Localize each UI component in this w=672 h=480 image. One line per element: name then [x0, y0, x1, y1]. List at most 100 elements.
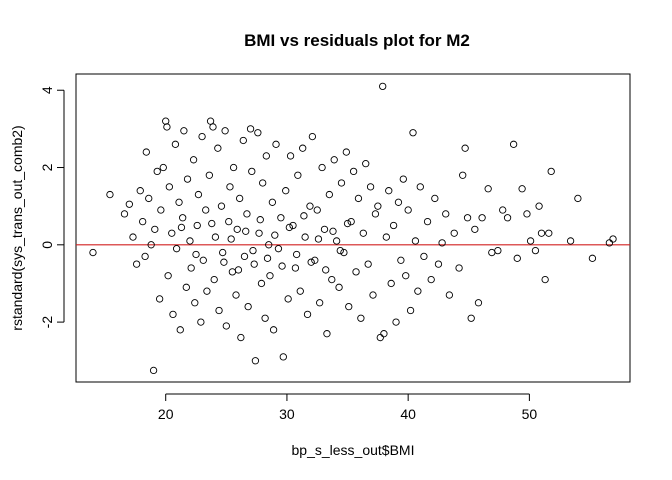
data-point-141: [420, 252, 428, 261]
data-point-194: [307, 258, 315, 266]
data-points: [89, 82, 617, 375]
data-point-36: [193, 221, 201, 230]
data-point-172: [545, 229, 553, 237]
data-point-116: [359, 229, 367, 237]
data-point-129: [389, 221, 398, 230]
data-point-60: [236, 194, 244, 203]
data-point-139: [414, 287, 422, 295]
data-point-35: [191, 299, 199, 307]
data-point-9: [142, 148, 150, 156]
data-point-150: [455, 264, 463, 272]
data-point-31: [183, 175, 192, 183]
data-point-123: [376, 333, 384, 342]
data-point-24: [171, 140, 180, 148]
data-point-14: [153, 167, 161, 176]
data-point-184: [234, 266, 243, 274]
y-axis: -2 0 2 4: [39, 86, 65, 328]
data-point-128: [387, 279, 395, 288]
data-point-90: [296, 287, 304, 295]
data-point-70: [254, 129, 262, 137]
data-point-101: [323, 330, 331, 338]
data-point-173: [547, 167, 555, 176]
data-point-34: [189, 156, 198, 164]
data-point-7: [139, 217, 147, 226]
data-point-64: [243, 210, 251, 218]
data-point-191: [285, 223, 294, 232]
data-point-45: [209, 123, 217, 131]
data-point-80: [272, 140, 280, 148]
data-point-163: [509, 140, 518, 148]
data-point-136: [406, 306, 415, 315]
y-tick-label-2: 2: [39, 163, 55, 171]
y-axis-label: rstandard(sys_trans_out_comb2): [9, 125, 25, 330]
data-point-176: [588, 254, 597, 262]
data-point-106: [335, 283, 343, 291]
data-point-5: [132, 260, 141, 268]
data-point-40: [199, 256, 207, 264]
data-point-61: [237, 333, 245, 342]
data-point-192: [292, 250, 301, 259]
data-point-121: [371, 210, 380, 218]
data-point-114: [354, 194, 363, 203]
data-point-112: [349, 167, 358, 176]
data-point-146: [438, 239, 446, 247]
data-point-187: [256, 216, 264, 224]
data-point-76: [265, 241, 273, 249]
data-point-81: [274, 245, 283, 253]
data-point-16: [157, 206, 165, 214]
x-axis: 20 30 40 50: [158, 393, 538, 422]
data-point-178: [609, 235, 617, 243]
data-point-79: [269, 326, 278, 334]
data-point-199: [343, 219, 352, 228]
data-point-182: [220, 258, 228, 266]
data-point-27: [176, 326, 184, 334]
x-tick-label-1: 30: [279, 406, 295, 422]
data-point-57: [229, 163, 238, 172]
data-point-152: [461, 144, 469, 152]
data-point-179: [177, 223, 186, 232]
data-point-68: [250, 260, 258, 268]
data-point-33: [187, 264, 195, 272]
data-point-21: [165, 183, 173, 191]
data-point-168: [531, 246, 540, 255]
data-point-20: [164, 272, 172, 280]
data-point-154: [467, 314, 475, 322]
x-tick-label-3: 50: [522, 406, 538, 422]
data-point-56: [228, 268, 237, 276]
data-point-175: [574, 194, 582, 203]
data-point-37: [194, 190, 203, 199]
data-point-59: [233, 225, 241, 234]
data-point-19: [163, 123, 171, 131]
data-point-108: [340, 248, 348, 257]
data-point-3: [125, 200, 133, 208]
data-point-54: [225, 217, 233, 226]
data-point-87: [289, 221, 297, 230]
data-point-174: [566, 237, 575, 245]
data-point-127: [385, 187, 393, 195]
data-point-48: [214, 144, 222, 152]
data-point-155: [471, 225, 479, 234]
data-point-147: [442, 210, 450, 218]
data-point-77: [266, 272, 274, 280]
data-point-132: [397, 256, 405, 264]
data-point-148: [445, 291, 454, 299]
data-point-138: [411, 237, 420, 245]
data-point-131: [394, 198, 403, 206]
data-point-180: [192, 250, 200, 259]
data-point-29: [180, 127, 188, 135]
data-point-96: [311, 256, 319, 264]
x-axis-label: bp_s_less_out$BMI: [292, 442, 415, 458]
data-point-105: [332, 237, 341, 245]
data-point-25: [172, 245, 181, 253]
data-point-118: [364, 260, 372, 268]
data-point-38: [197, 318, 205, 326]
data-point-4: [129, 233, 137, 241]
data-point-167: [526, 237, 535, 245]
data-point-134: [402, 272, 410, 280]
data-point-159: [488, 248, 496, 257]
data-point-89: [294, 171, 302, 179]
data-point-119: [366, 183, 375, 191]
data-point-183: [227, 235, 235, 243]
data-point-71: [255, 229, 263, 237]
